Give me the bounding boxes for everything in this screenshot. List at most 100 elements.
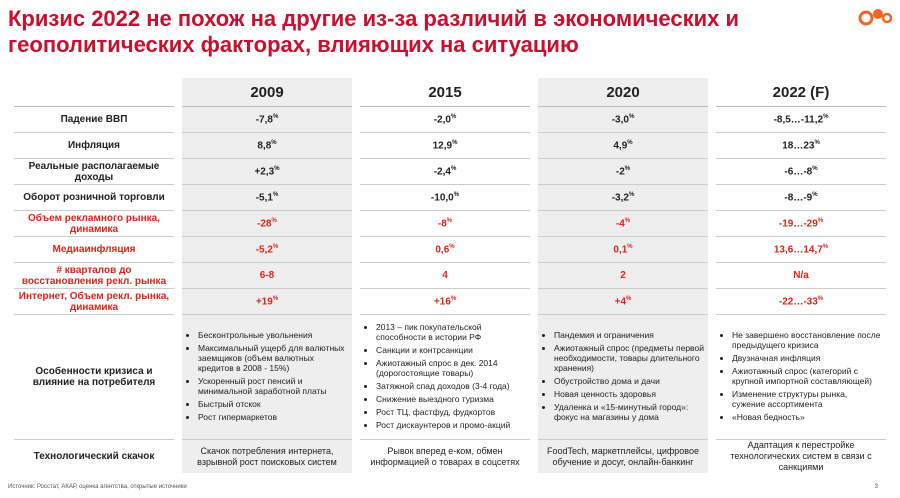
metric-row: Оборот розничной торговли -5,1% -10,0% -3,2… bbox=[14, 185, 886, 211]
cell: 0,1% bbox=[538, 237, 708, 263]
cell-unit: % bbox=[452, 139, 458, 146]
cell: -7,8% bbox=[182, 107, 352, 133]
row-label: Реальные располагаемые доходы bbox=[14, 159, 174, 185]
row-label: Падение ВВП bbox=[14, 107, 174, 133]
bullet-list: Бесконтрольные увольнения Максимальный ущ… bbox=[186, 330, 348, 422]
row-label: Медиаинфляция bbox=[14, 237, 174, 263]
cell-unit: % bbox=[627, 139, 633, 146]
cell: -5,1% bbox=[182, 185, 352, 211]
cell-value: -8…-9 bbox=[784, 192, 813, 204]
bullet-list: Пандемия и ограничения Ажиотажный спрос (… bbox=[542, 330, 704, 422]
cell-unit: % bbox=[453, 191, 460, 198]
metric-row: # кварталов до восстановления рекл. рынк… bbox=[14, 263, 886, 289]
cell-value: 0,1 bbox=[613, 244, 628, 256]
metric-row: Падение ВВП -7,8% -2,0% -3,0% -8,5…-11,2% bbox=[14, 107, 886, 133]
cell-unit: % bbox=[624, 165, 631, 172]
cell-unit: % bbox=[272, 113, 279, 120]
cell: 18…23% bbox=[716, 133, 886, 159]
cell-unit: % bbox=[812, 165, 818, 172]
bullet-item: Обустройство дома и дачи bbox=[554, 376, 704, 386]
cell: 4,9% bbox=[538, 133, 708, 159]
cell: Адаптация к перестройке технологических … bbox=[730, 440, 872, 472]
bullet-item: «Новая бедность» bbox=[732, 412, 882, 422]
row-label: Оборот розничной торговли bbox=[14, 185, 174, 211]
cell-unit: % bbox=[272, 243, 279, 250]
bullet-item: Рост дискаунтеров и промо-акций bbox=[376, 420, 526, 430]
cell: -8…-9% bbox=[716, 185, 886, 211]
cell: 8,8% bbox=[182, 133, 352, 159]
bullet-item: Бесконтрольные увольнения bbox=[198, 330, 348, 340]
cell-value: -8,5…-11,2 bbox=[773, 114, 824, 126]
cell-unit: % bbox=[271, 139, 277, 146]
cell: +16% bbox=[360, 289, 530, 315]
cell-value: -5,1 bbox=[255, 192, 273, 204]
cell: Рывок вперед е-ком, обмен информацией о … bbox=[370, 445, 520, 467]
cell: -3,0% bbox=[538, 107, 708, 133]
cell-unit: % bbox=[817, 295, 824, 302]
cell-value: -28 bbox=[257, 218, 272, 230]
column-header: 2020 bbox=[538, 78, 708, 107]
bullet-item: Изменение структуры рынка, сужение ассор… bbox=[732, 389, 882, 409]
cell: +19% bbox=[182, 289, 352, 315]
cell: 4 bbox=[360, 263, 530, 289]
cell: -2,0% bbox=[360, 107, 530, 133]
cell-value: -10,0 bbox=[430, 192, 454, 204]
cell-unit: % bbox=[446, 217, 453, 224]
cell-value: -3,2 bbox=[611, 192, 629, 204]
cell-unit: % bbox=[624, 217, 631, 224]
bullet-item: Снижение выездного туризма bbox=[376, 394, 526, 404]
logo bbox=[858, 9, 892, 26]
cell-unit: % bbox=[272, 295, 279, 302]
cell-value: -8 bbox=[437, 218, 447, 230]
title: Кризис 2022 не похож на другие из-за раз… bbox=[8, 6, 739, 57]
cell-value: -2 bbox=[615, 166, 625, 178]
row-label: Интернет, Объем рекл. рынка, динамика bbox=[14, 289, 174, 315]
cell: 6-8 bbox=[182, 263, 352, 289]
metric-row: Реальные располагаемые доходы +2,3% -2,4% -… bbox=[14, 159, 886, 185]
bullet-item: Удаленка и «15-минутный город»: фокус на… bbox=[554, 402, 704, 422]
column-header: 2022 (F) bbox=[716, 78, 886, 107]
bullet-item: Рост ТЦ, фастфуд, фудкортов bbox=[376, 407, 526, 417]
cell-unit: % bbox=[274, 165, 280, 172]
cell-unit: % bbox=[814, 139, 820, 146]
cell-value: -4 bbox=[615, 218, 625, 230]
comparison-table: 2009 2015 2020 2022 (F) Падение ВВП -7,8% -2,0… bbox=[6, 78, 894, 473]
column-header: 2009 bbox=[182, 78, 352, 107]
cell-value: +4 bbox=[614, 296, 627, 308]
bullet-item: 2013 – пик покупательской способности в … bbox=[376, 322, 526, 342]
header-row: 2009 2015 2020 2022 (F) bbox=[14, 78, 886, 107]
cell-value: +19 bbox=[255, 296, 273, 308]
cell: 2013 – пик покупательской способности в … bbox=[360, 315, 530, 440]
cell: -4% bbox=[538, 211, 708, 237]
bullet-list: 2013 – пик покупательской способности в … bbox=[364, 322, 526, 430]
cell-unit: % bbox=[822, 243, 829, 250]
cell-value: 8,8 bbox=[257, 140, 272, 152]
bullet-item: Ажиотажный спрос в дек. 2014 (дорогостоя… bbox=[376, 358, 526, 378]
cell: -22…-33% bbox=[716, 289, 886, 315]
source-note: Источник: Росстат, АКАР, оценка агентств… bbox=[8, 484, 187, 490]
bullet-item: Не завершено восстановление после предыд… bbox=[732, 330, 882, 350]
row-label: Технологический скачок bbox=[33, 451, 155, 462]
cell-value: 18…23 bbox=[782, 140, 815, 152]
cell-value: -3,0 bbox=[611, 114, 629, 126]
bullet-item: Пандемия и ограничения bbox=[554, 330, 704, 340]
bullet-item: Двузначная инфляция bbox=[732, 353, 882, 363]
cell: -2,4% bbox=[360, 159, 530, 185]
cell-unit: % bbox=[272, 191, 279, 198]
cell: N/a bbox=[716, 263, 886, 289]
row-label: Инфляция bbox=[14, 133, 174, 159]
cell: 0,6% bbox=[360, 237, 530, 263]
bullet-item: Быстрый отскок bbox=[198, 399, 348, 409]
cell-value: +2,3 bbox=[254, 166, 275, 178]
cell: +2,3% bbox=[182, 159, 352, 185]
metric-row: Интернет, Объем рекл. рынка, динамика +19… bbox=[14, 289, 886, 315]
cell-unit: % bbox=[271, 217, 277, 224]
cell-unit: % bbox=[627, 243, 633, 250]
column-header: 2015 bbox=[360, 78, 530, 107]
page-number: 3 bbox=[874, 484, 878, 490]
cell-unit: % bbox=[450, 113, 457, 120]
cell: -19…-29% bbox=[716, 211, 886, 237]
cell-unit: % bbox=[626, 295, 632, 302]
bullet-item: Новая ценность здоровья bbox=[554, 389, 704, 399]
